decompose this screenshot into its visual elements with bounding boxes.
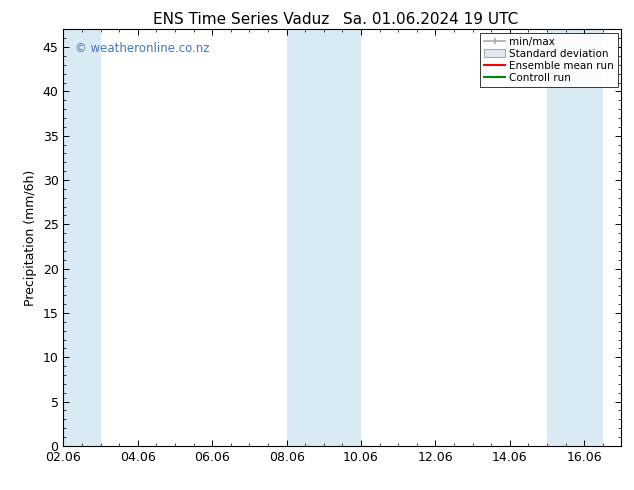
Bar (547, 29, 603, 446)
Text: © weatheronline.co.nz: © weatheronline.co.nz (75, 42, 209, 55)
Bar (63, 29, 101, 446)
Y-axis label: Precipitation (mm/6h): Precipitation (mm/6h) (24, 170, 37, 306)
Text: ENS Time Series Vaduz: ENS Time Series Vaduz (153, 12, 329, 27)
Legend: min/max, Standard deviation, Ensemble mean run, Controll run: min/max, Standard deviation, Ensemble me… (480, 32, 618, 87)
Text: Sa. 01.06.2024 19 UTC: Sa. 01.06.2024 19 UTC (344, 12, 519, 27)
Bar (287, 29, 361, 446)
